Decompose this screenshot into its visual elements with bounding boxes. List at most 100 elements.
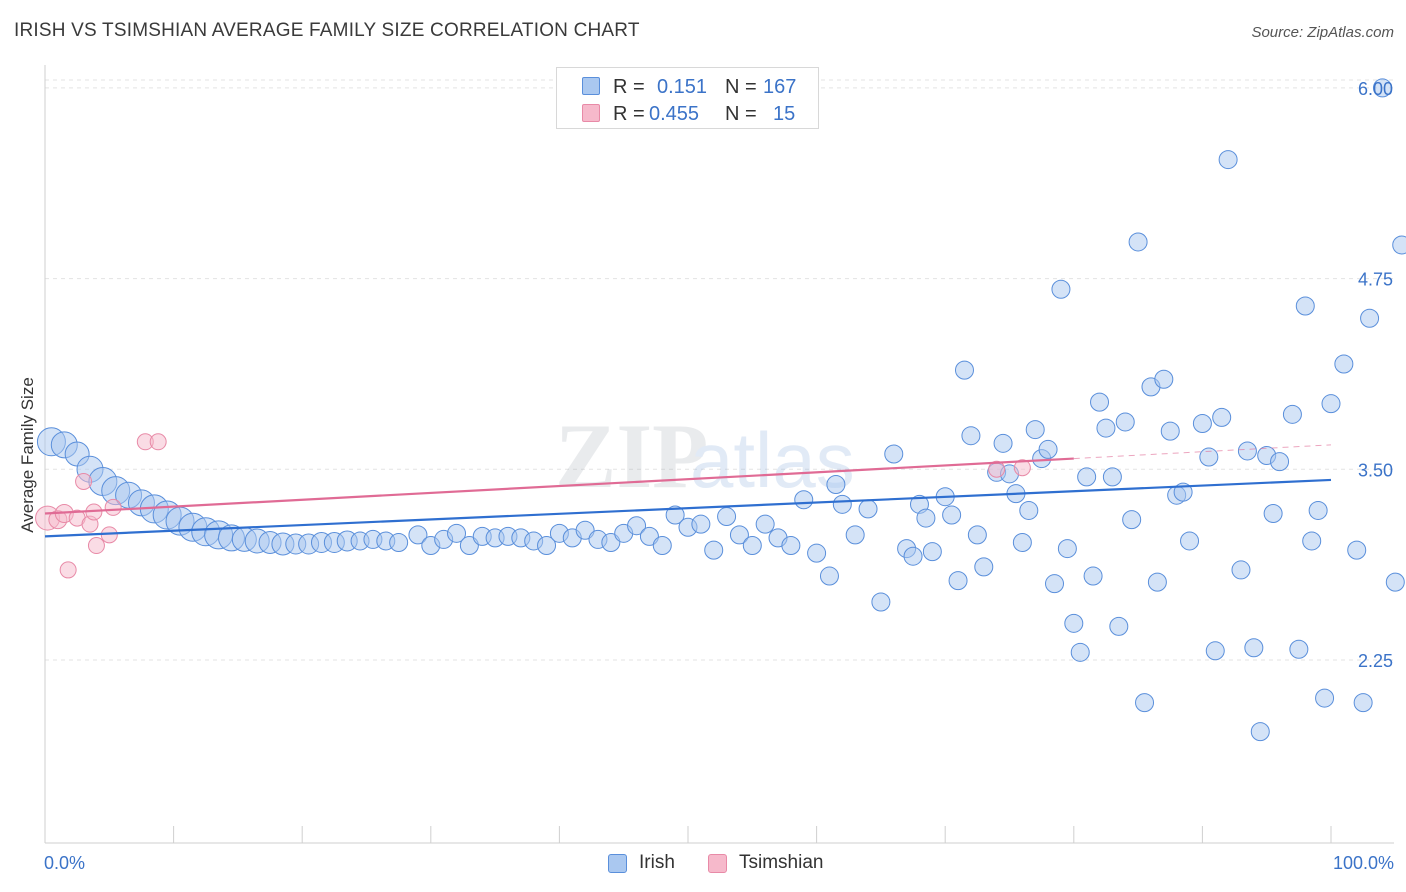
trend-lines: [44, 444, 1332, 538]
irish-point: [1064, 613, 1084, 633]
irish-point: [832, 494, 852, 514]
irish-point: [845, 525, 865, 545]
correlation-legend: R = 0.151 N = 167 R = 0.455 N = 15: [556, 67, 819, 129]
irish-n-value: 167: [763, 75, 797, 98]
irish-point: [1218, 150, 1238, 170]
irish-point: [1038, 439, 1058, 459]
irish-point: [1270, 452, 1290, 472]
irish-point: [1102, 467, 1122, 487]
irish-point: [1231, 560, 1251, 580]
irish-point: [807, 543, 827, 563]
irish-r-label: R =: [613, 75, 645, 98]
irish-point: [408, 525, 428, 545]
irish-point: [1289, 639, 1309, 659]
tsimshian-n-label: N =: [725, 102, 757, 125]
irish-point: [537, 536, 557, 556]
irish-point: [1160, 421, 1180, 441]
irish-point: [742, 536, 762, 556]
irish-point: [1295, 296, 1315, 316]
legend-item-irish[interactable]: Irish: [608, 852, 675, 874]
irish-point: [826, 475, 846, 495]
irish-point: [1180, 531, 1200, 551]
gridlines: [45, 79, 1394, 661]
irish-point: [1315, 688, 1335, 708]
irish-point: [717, 507, 737, 527]
irish-point: [1199, 447, 1219, 467]
irish-point: [1083, 566, 1103, 586]
irish-point: [781, 536, 801, 556]
irish-point: [1250, 722, 1270, 742]
irish-point: [871, 592, 891, 612]
irish-point: [1302, 531, 1322, 551]
irish-point: [794, 490, 814, 510]
irish-point: [704, 540, 724, 560]
irish-point: [948, 571, 968, 591]
irish-point: [691, 514, 711, 534]
irish-point: [903, 546, 923, 566]
irish-swatch: [582, 77, 600, 95]
irish-point: [954, 360, 974, 380]
irish-point: [1192, 413, 1212, 433]
axis-labels: 2.25 3.50 4.75 6.00 0.0% 100.0% Average Family…: [18, 79, 1394, 873]
tsimshian-r-label: R =: [613, 102, 645, 125]
tsimshian-point: [149, 433, 167, 451]
irish-point: [1090, 392, 1110, 412]
irish-point: [1347, 540, 1367, 560]
irish-point: [1282, 404, 1302, 424]
watermark-atlas: atlas: [690, 416, 855, 504]
irish-point: [922, 542, 942, 562]
irish-point: [858, 499, 878, 519]
tsimshian-trend-extension: [1073, 444, 1332, 460]
legend-item-tsimshian[interactable]: Tsimshian: [708, 852, 823, 874]
irish-point: [967, 525, 987, 545]
irish-point: [1135, 693, 1155, 713]
irish-point: [1263, 503, 1283, 523]
tsimshian-point: [1013, 459, 1031, 477]
irish-point: [1109, 616, 1129, 636]
irish-n-label: N =: [725, 75, 757, 98]
y-tick-label: 3.50: [1358, 460, 1393, 480]
irish-point: [1019, 500, 1039, 520]
irish-point: [961, 426, 981, 446]
irish-point: [1147, 572, 1167, 592]
irish-point: [1154, 369, 1174, 389]
irish-point: [639, 526, 659, 546]
y-axis-label: Average Family Size: [18, 377, 37, 533]
irish-point: [1045, 574, 1065, 594]
irish-point: [1237, 441, 1257, 461]
tsimshian-legend-label: Tsimshian: [739, 852, 824, 873]
irish-point: [1057, 539, 1077, 559]
y-tick-label: 4.75: [1358, 270, 1393, 290]
irish-point: [1360, 308, 1380, 328]
irish-point: [627, 516, 647, 536]
irish-point: [1385, 572, 1405, 592]
irish-point: [1392, 235, 1406, 255]
irish-point: [665, 505, 685, 525]
irish-point: [1205, 641, 1225, 661]
irish-point: [819, 566, 839, 586]
irish-r-value: 0.151: [657, 75, 708, 98]
irish-point: [729, 525, 749, 545]
x-tick-label-min: 0.0%: [44, 853, 85, 873]
y-tick-label: 2.25: [1358, 651, 1393, 671]
irish-point: [1321, 394, 1341, 414]
irish-point: [1012, 532, 1032, 552]
irish-point: [389, 532, 409, 552]
y-tick-label: 6.00: [1358, 79, 1393, 99]
irish-point: [993, 433, 1013, 453]
irish-point: [1334, 354, 1354, 374]
tsimshian-trend-line: [44, 457, 1074, 515]
irish-point: [1025, 420, 1045, 440]
irish-point: [1212, 407, 1232, 427]
irish-point: [1122, 510, 1142, 530]
irish-point: [884, 444, 904, 464]
irish-points: [36, 78, 1406, 742]
irish-point: [916, 508, 936, 528]
tsimshian-point: [988, 460, 1006, 478]
series-legend: Irish Tsimshian: [0, 852, 1406, 878]
irish-point: [1353, 693, 1373, 713]
irish-legend-label: Irish: [639, 852, 675, 873]
tsimshian-r-value: 0.455: [649, 102, 700, 125]
irish-point: [601, 532, 621, 552]
